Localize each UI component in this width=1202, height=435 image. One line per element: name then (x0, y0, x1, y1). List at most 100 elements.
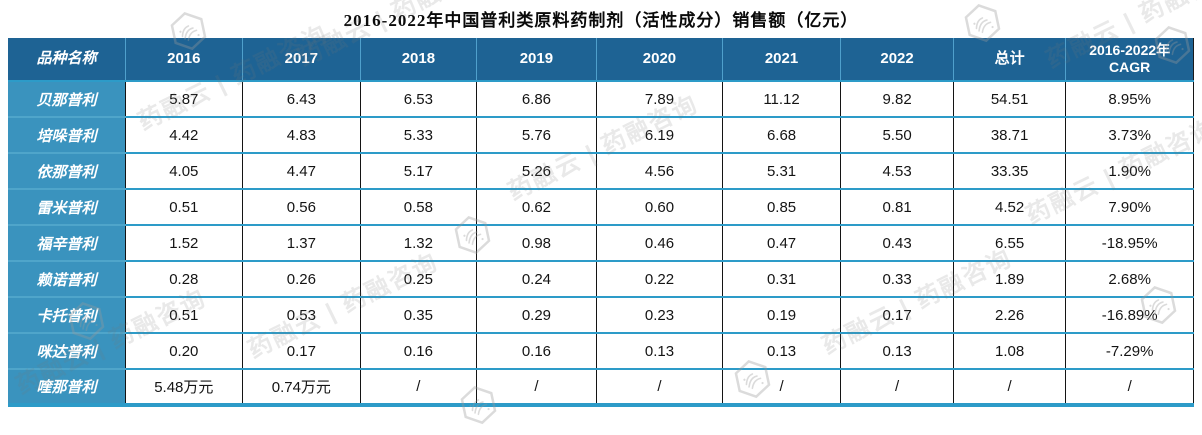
page-title: 2016-2022年中国普利类原料药制剂（活性成分）销售额（亿元） (343, 11, 859, 30)
row-name-cell: 卡托普利 (8, 297, 126, 334)
value-cell: 0.16 (475, 333, 597, 370)
value-cell: 8.95% (1065, 81, 1194, 118)
value-cell: 1.32 (360, 225, 477, 262)
value-cell: 0.16 (360, 333, 477, 370)
value-cell: 0.60 (596, 189, 723, 226)
value-cell: 4.83 (241, 117, 361, 154)
column-header: 2018 (360, 38, 477, 82)
value-cell: 2.68% (1065, 261, 1194, 298)
value-cell: 0.35 (360, 297, 477, 334)
value-cell: 5.48万元 (125, 369, 243, 407)
value-cell: 0.46 (596, 225, 723, 262)
value-cell: 0.25 (360, 261, 477, 298)
value-cell: 1.52 (125, 225, 243, 262)
value-cell: 0.98 (475, 225, 597, 262)
value-cell: 6.86 (475, 81, 597, 118)
value-cell: 4.53 (840, 153, 954, 190)
value-cell: 5.17 (360, 153, 477, 190)
sales-table: 品种名称 2016 2017 2018 2019 2020 2021 2022 总计 2016-2… (8, 38, 1194, 407)
value-cell: 0.23 (596, 297, 723, 334)
value-cell: / (840, 369, 954, 407)
value-cell: 0.13 (840, 333, 954, 370)
column-header-name: 品种名称 (8, 38, 127, 82)
table-row: 咪达普利 0.20 0.17 0.16 0.16 0.13 0.13 0.13 1.08 -7.2… (8, 333, 1194, 370)
value-cell: 6.53 (360, 81, 477, 118)
value-cell: 0.17 (241, 333, 361, 370)
value-cell: 2.26 (952, 297, 1066, 334)
column-header: 2020 (596, 38, 723, 82)
value-cell: 0.74万元 (241, 369, 361, 407)
value-cell: 0.13 (721, 333, 841, 370)
table-row: 贝那普利 5.87 6.43 6.53 6.86 7.89 11.12 9.82 54.51 8.… (8, 81, 1194, 118)
value-cell: 0.13 (596, 333, 723, 370)
value-cell: 0.28 (125, 261, 243, 298)
value-cell: 0.51 (125, 297, 243, 334)
value-cell: / (1065, 369, 1194, 407)
value-cell: 11.12 (721, 81, 841, 118)
table-row: 雷米普利 0.51 0.56 0.58 0.62 0.60 0.85 0.81 4.52 7.90… (8, 189, 1194, 226)
value-cell: 0.24 (475, 261, 597, 298)
column-header: 2019 (476, 38, 598, 82)
value-cell: / (721, 369, 841, 407)
table-row: 福辛普利 1.52 1.37 1.32 0.98 0.46 0.47 0.43 6.55 -18.… (8, 225, 1194, 262)
value-cell: 4.47 (241, 153, 361, 190)
table-row: 喹那普利 5.48万元 0.74万元 / / / / / / / (8, 369, 1194, 407)
row-name-cell: 培哚普利 (8, 117, 126, 154)
value-cell: 0.33 (840, 261, 954, 298)
value-cell: 0.81 (840, 189, 954, 226)
value-cell: 5.50 (840, 117, 954, 154)
value-cell: 1.08 (952, 333, 1066, 370)
column-header: 2021 (722, 38, 842, 82)
value-cell: 0.62 (475, 189, 597, 226)
value-cell: 1.90% (1065, 153, 1194, 190)
value-cell: 4.56 (596, 153, 723, 190)
value-cell: 9.82 (840, 81, 954, 118)
value-cell: -16.89% (1065, 297, 1194, 334)
column-header: 2017 (242, 38, 362, 82)
value-cell: 4.52 (952, 189, 1066, 226)
value-cell: 0.51 (125, 189, 243, 226)
value-cell: 6.68 (721, 117, 841, 154)
value-cell: 38.71 (952, 117, 1066, 154)
value-cell: 5.33 (360, 117, 477, 154)
value-cell: 0.31 (721, 261, 841, 298)
value-cell: 0.85 (721, 189, 841, 226)
value-cell: 4.42 (125, 117, 243, 154)
value-cell: / (360, 369, 477, 407)
column-header: 总计 (953, 38, 1067, 82)
value-cell: 0.20 (125, 333, 243, 370)
table-row: 卡托普利 0.51 0.53 0.35 0.29 0.23 0.19 0.17 2.26 -16.… (8, 297, 1194, 334)
row-name-cell: 雷米普利 (8, 189, 126, 226)
row-name-cell: 福辛普利 (8, 225, 126, 262)
value-cell: 0.47 (721, 225, 841, 262)
row-name-cell: 赖诺普利 (8, 261, 126, 298)
value-cell: 0.26 (241, 261, 361, 298)
value-cell: 5.31 (721, 153, 841, 190)
value-cell: 4.05 (125, 153, 243, 190)
table-row: 依那普利 4.05 4.47 5.17 5.26 4.56 5.31 4.53 33.35 1.9… (8, 153, 1194, 190)
value-cell: 0.43 (840, 225, 954, 262)
value-cell: 5.76 (475, 117, 597, 154)
value-cell: 3.73% (1065, 117, 1194, 154)
value-cell: 7.89 (596, 81, 723, 118)
table-header-row: 品种名称 2016 2017 2018 2019 2020 2021 2022 总计 2016-2… (8, 38, 1194, 82)
value-cell: 0.22 (596, 261, 723, 298)
table-row: 赖诺普利 0.28 0.26 0.25 0.24 0.22 0.31 0.33 1.89 2.68… (8, 261, 1194, 298)
value-cell: 5.26 (475, 153, 597, 190)
value-cell: 0.53 (241, 297, 361, 334)
value-cell: 7.90% (1065, 189, 1194, 226)
value-cell: 0.19 (721, 297, 841, 334)
value-cell: 6.55 (952, 225, 1066, 262)
row-name-cell: 喹那普利 (8, 369, 126, 407)
value-cell: / (475, 369, 597, 407)
value-cell: 6.19 (596, 117, 723, 154)
value-cell: -7.29% (1065, 333, 1194, 370)
value-cell: 1.89 (952, 261, 1066, 298)
value-cell: 0.58 (360, 189, 477, 226)
value-cell: / (596, 369, 723, 407)
value-cell: 0.17 (840, 297, 954, 334)
row-name-cell: 依那普利 (8, 153, 126, 190)
table-row: 培哚普利 4.42 4.83 5.33 5.76 6.19 6.68 5.50 38.71 3.7… (8, 117, 1194, 154)
value-cell: -18.95% (1065, 225, 1194, 262)
row-name-cell: 咪达普利 (8, 333, 126, 370)
